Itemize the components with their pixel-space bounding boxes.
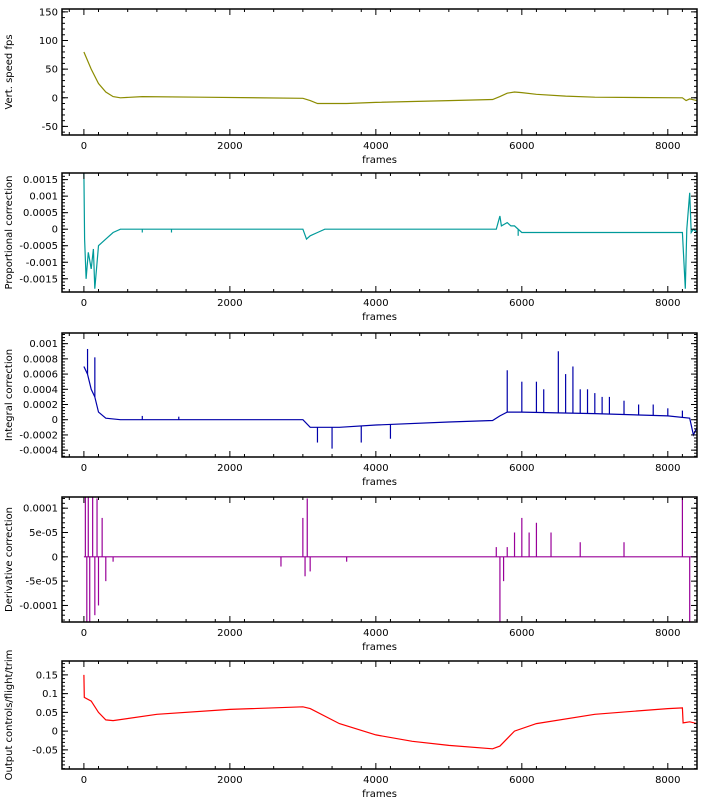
x-tick-label: 6000 [509, 298, 534, 309]
x-tick-label: 8000 [655, 141, 680, 152]
axes-frame [61, 496, 698, 623]
y-tick-label: -5e-05 [26, 577, 58, 588]
series-line [83, 674, 697, 750]
x-tick-label: 0 [81, 463, 87, 474]
x-tick-label: 0 [81, 141, 87, 152]
y-tick-label: 5e-05 [29, 528, 58, 539]
x-axis-label: frames [362, 642, 397, 653]
x-tick-label: 8000 [655, 298, 680, 309]
x-axis-label: frames [362, 477, 397, 488]
y-axis-label: Proportional correction [4, 176, 15, 290]
x-tick-label: 4000 [363, 628, 388, 639]
subplot-3: 0 2000 4000 6000 8000 0.001 0.0008 0.0006 0.0004… [4, 332, 698, 488]
y-tick-label: -0.0001 [19, 601, 58, 612]
y-axis-label: Output controls/flight/trim [4, 650, 15, 781]
x-tick-label: 4000 [363, 298, 388, 309]
y-tick-label: 0.0008 [23, 354, 58, 365]
x-tick-label: 0 [81, 628, 87, 639]
y-axis-label: Integral correction [4, 349, 15, 441]
y-tick-label: 0.15 [36, 670, 58, 681]
axes-frame [61, 660, 698, 770]
y-tick-label: -0.0015 [19, 274, 58, 285]
x-tick-label: 0 [81, 298, 87, 309]
y-axis-label: Vert. speed fps [4, 34, 15, 109]
y-tick-label: 50 [45, 65, 58, 76]
y-tick-label: 0.0005 [23, 208, 58, 219]
x-tick-label: 2000 [217, 298, 242, 309]
x-tick-label: 4000 [363, 141, 388, 152]
x-tick-label: 8000 [655, 463, 680, 474]
y-tick-label: -0.0005 [19, 241, 58, 252]
x-tick-label: 6000 [509, 141, 534, 152]
y-tick-label: -0.0002 [19, 430, 58, 441]
x-tick-label: 8000 [655, 775, 680, 786]
x-tick-label: 6000 [509, 775, 534, 786]
x-tick-label: 2000 [217, 141, 242, 152]
axes-frame [61, 8, 698, 136]
y-tick-label: 0.001 [29, 339, 58, 350]
y-tick-label: -0.0004 [19, 446, 58, 457]
y-tick-label: 0 [52, 552, 58, 563]
y-tick-label: 0.0015 [23, 175, 58, 186]
y-tick-label: 0.0001 [23, 504, 58, 515]
x-axis-label: frames [362, 312, 397, 323]
series-line [83, 173, 697, 289]
series-line [83, 51, 697, 105]
x-axis-label: frames [362, 155, 397, 166]
x-tick-label: 0 [81, 775, 87, 786]
axes-frame [61, 332, 698, 458]
x-tick-label: 2000 [217, 775, 242, 786]
x-tick-label: 4000 [363, 463, 388, 474]
x-tick-label: 6000 [509, 628, 534, 639]
y-tick-label: -50 [42, 122, 58, 133]
subplot-4: 0 2000 4000 6000 8000 0.0001 5e-05 0 -5e-05 -0.00… [4, 496, 698, 653]
y-tick-label: 0 [52, 93, 58, 104]
x-tick-label: 6000 [509, 463, 534, 474]
subplot-1: 0 2000 4000 6000 8000 150 100 50 0 -50 frames Vert.… [4, 7, 698, 166]
y-tick-label: 0 [52, 225, 58, 236]
y-tick-label: 150 [39, 7, 58, 18]
x-tick-label: 4000 [363, 775, 388, 786]
y-tick-label: 100 [39, 36, 58, 47]
y-tick-label: 0.0006 [23, 370, 58, 381]
x-tick-label: 2000 [217, 463, 242, 474]
subplot-5: 0 2000 4000 6000 8000 0.15 0.1 0.05 0 -0.05 frames… [4, 650, 698, 800]
x-tick-label: 2000 [217, 628, 242, 639]
y-tick-label: 0 [52, 415, 58, 426]
y-tick-label: -0.05 [32, 745, 58, 756]
y-axis-label: Derivative correction [4, 507, 15, 612]
y-tick-label: 0.1 [42, 689, 58, 700]
y-tick-label: 0.0004 [23, 385, 58, 396]
y-tick-label: 0 [52, 727, 58, 738]
y-tick-label: 0.001 [29, 192, 58, 203]
y-tick-label: 0.05 [36, 708, 58, 719]
x-axis-label: frames [362, 789, 397, 800]
y-tick-label: 0.0002 [23, 400, 58, 411]
y-tick-label: -0.001 [26, 258, 58, 269]
series-line [83, 366, 697, 437]
x-tick-label: 8000 [655, 628, 680, 639]
subplot-2: 0 2000 4000 6000 8000 0.0015 0.001 0.0005 0 -0.00… [4, 172, 698, 323]
